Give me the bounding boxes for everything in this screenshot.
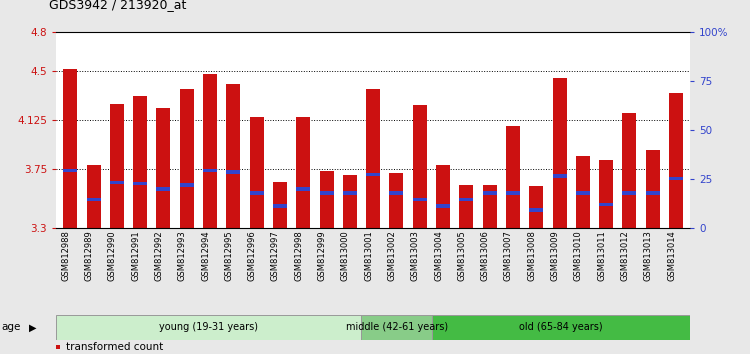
Text: GSM813007: GSM813007	[504, 230, 513, 281]
Bar	[483, 191, 496, 195]
Text: GSM812995: GSM812995	[224, 230, 233, 281]
Bar	[436, 204, 450, 208]
Bar	[459, 198, 473, 201]
Bar	[63, 169, 77, 172]
Bar	[56, 315, 362, 340]
Bar	[226, 84, 240, 228]
Text: GSM813014: GSM813014	[667, 230, 676, 281]
Bar	[157, 108, 170, 228]
Bar	[506, 191, 520, 195]
Text: GSM812989: GSM812989	[85, 230, 94, 281]
Bar	[250, 191, 263, 195]
Bar	[576, 191, 590, 195]
Bar	[530, 187, 543, 228]
Text: middle (42-61 years): middle (42-61 years)	[346, 322, 448, 332]
Bar	[273, 204, 287, 208]
Bar	[553, 174, 566, 178]
Bar	[576, 156, 590, 228]
Text: GSM813006: GSM813006	[481, 230, 490, 281]
Bar	[134, 182, 147, 185]
Bar	[86, 165, 100, 228]
Bar	[530, 209, 543, 212]
Bar	[436, 165, 450, 228]
Text: young (19-31 years): young (19-31 years)	[159, 322, 258, 332]
Bar	[296, 187, 310, 191]
Bar	[343, 175, 357, 228]
Bar	[273, 183, 287, 228]
Text: GSM813004: GSM813004	[434, 230, 443, 281]
Text: GSM812990: GSM812990	[108, 230, 117, 281]
Bar	[343, 191, 357, 195]
Bar	[599, 203, 613, 206]
Text: GSM812996: GSM812996	[248, 230, 256, 281]
Bar	[203, 169, 217, 172]
Bar	[320, 191, 334, 195]
Text: GSM813002: GSM813002	[388, 230, 397, 281]
Bar	[389, 191, 404, 195]
Text: GSM813009: GSM813009	[550, 230, 560, 281]
Bar	[413, 198, 427, 201]
Bar	[646, 150, 660, 228]
Bar	[134, 96, 147, 228]
Bar	[483, 185, 496, 228]
Text: ▶: ▶	[28, 322, 36, 332]
Bar	[110, 181, 124, 184]
Bar	[226, 170, 240, 174]
Bar	[622, 191, 637, 195]
Bar	[646, 191, 660, 195]
Text: GSM812988: GSM812988	[62, 230, 70, 281]
Text: old (65-84 years): old (65-84 years)	[519, 322, 603, 332]
Text: GDS3942 / 213920_at: GDS3942 / 213920_at	[49, 0, 186, 11]
Text: GSM813001: GSM813001	[364, 230, 373, 281]
Bar	[669, 177, 683, 180]
Bar	[366, 173, 380, 176]
Text: GSM813010: GSM813010	[574, 230, 583, 281]
Bar	[432, 315, 690, 340]
Text: GSM812997: GSM812997	[271, 230, 280, 281]
Bar	[180, 183, 194, 187]
Text: GSM813013: GSM813013	[644, 230, 652, 281]
Bar	[389, 173, 404, 228]
Text: GSM812994: GSM812994	[201, 230, 210, 281]
Bar	[599, 160, 613, 228]
Bar	[320, 171, 334, 228]
Text: GSM812998: GSM812998	[294, 230, 303, 281]
Bar	[250, 117, 263, 228]
Text: GSM812991: GSM812991	[131, 230, 140, 281]
Text: GSM813000: GSM813000	[340, 230, 350, 281]
Text: transformed count: transformed count	[67, 342, 164, 352]
Text: GSM813008: GSM813008	[527, 230, 536, 281]
Bar	[110, 104, 124, 228]
Text: GSM812992: GSM812992	[154, 230, 164, 281]
Text: GSM813003: GSM813003	[411, 230, 420, 281]
Bar	[63, 69, 77, 228]
Text: GSM812999: GSM812999	[317, 230, 326, 281]
Bar	[203, 74, 217, 228]
Text: GSM813011: GSM813011	[597, 230, 606, 281]
Bar	[180, 90, 194, 228]
Bar	[413, 105, 427, 228]
Text: GSM813012: GSM813012	[620, 230, 629, 281]
Bar	[622, 113, 637, 228]
Bar	[157, 187, 170, 191]
Bar	[362, 315, 432, 340]
Bar	[506, 126, 520, 228]
Text: GSM812993: GSM812993	[178, 230, 187, 281]
Bar	[459, 185, 473, 228]
Bar	[669, 93, 683, 228]
Bar	[553, 78, 566, 228]
Bar	[296, 117, 310, 228]
Text: age: age	[2, 322, 21, 332]
Bar	[86, 198, 100, 201]
Bar	[366, 90, 380, 228]
Text: GSM813005: GSM813005	[458, 230, 466, 281]
